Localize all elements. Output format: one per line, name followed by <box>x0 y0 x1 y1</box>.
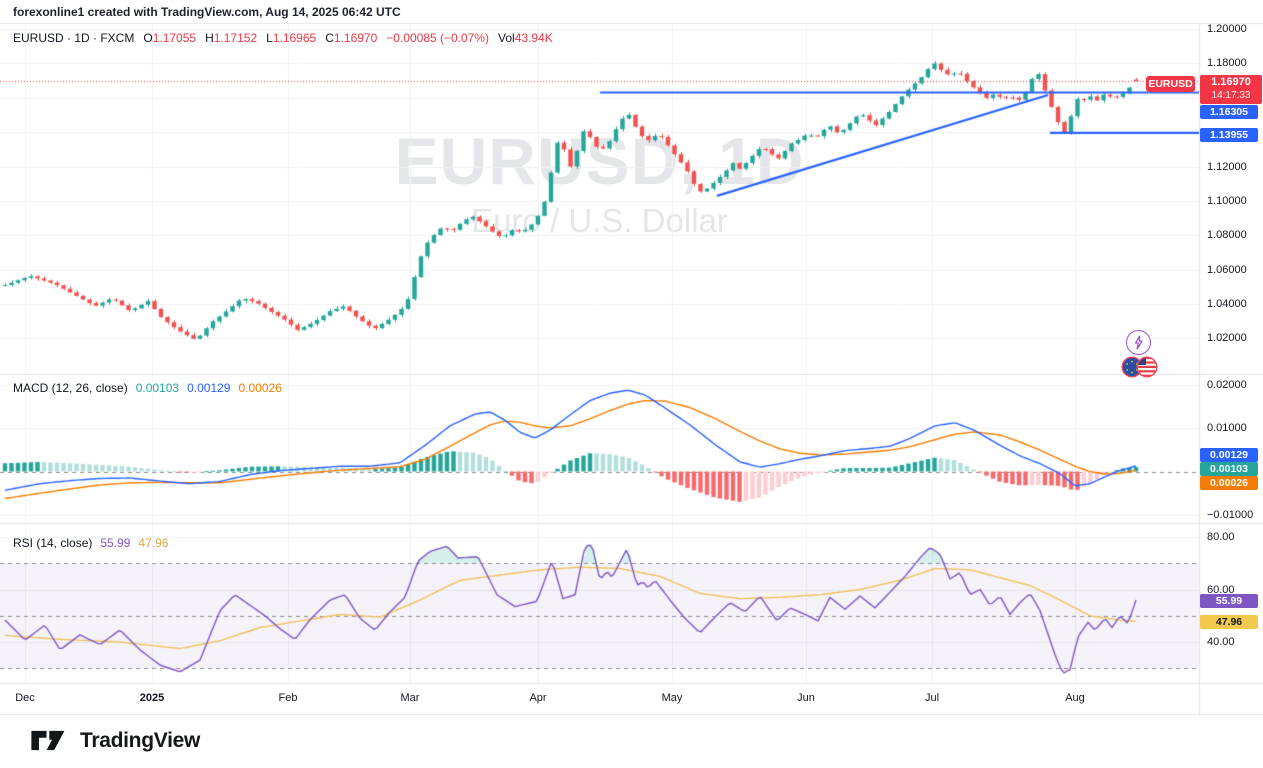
tradingview-glyph-icon <box>31 730 65 751</box>
axis-tick-label: 1.18000 <box>1207 57 1247 70</box>
time-tick-label: 2025 <box>139 692 165 704</box>
symbol-info-bar: EURUSD · 1D · FXCM O1.17055 H1.17152 L1.… <box>13 31 553 45</box>
axis-tick-label: 0.02000 <box>1207 378 1247 391</box>
rsi-ma-badge: 47.96 <box>1200 615 1258 629</box>
time-tick-label: Feb <box>278 692 298 704</box>
rsi-value-badge: 55.99 <box>1200 594 1258 608</box>
axis-tick-label: 1.10000 <box>1207 194 1247 207</box>
macd-hist-badge: 0.00103 <box>1200 462 1258 476</box>
rsi-title: RSI (14, close) <box>13 536 93 550</box>
axis-tick-label: 1.08000 <box>1207 229 1247 242</box>
credit-line: forexonline1 created with TradingView.co… <box>13 5 401 19</box>
time-tick-label: Jul <box>924 692 940 704</box>
resistance-level-badge: 1.16305 <box>1200 105 1258 119</box>
bar-countdown: 14:17:33 <box>1211 90 1251 101</box>
macd-legend[interactable]: MACD (12, 26, close) 0.00103 0.00129 0.0… <box>13 381 282 395</box>
chart-event-icons <box>1118 328 1164 380</box>
macd-line-value: 0.00129 <box>187 381 231 395</box>
rsi-value: 55.99 <box>100 536 131 550</box>
axis-tick-label: 1.06000 <box>1207 263 1247 276</box>
ohlc-low: L1.16965 <box>266 31 317 45</box>
last-price-badge: 1.16970 14:17:33 <box>1200 75 1262 104</box>
axis-tick-label: −0.01000 <box>1207 509 1254 521</box>
time-tick-label: Apr <box>529 692 547 704</box>
last-price-value: 1.16970 <box>1211 76 1251 88</box>
axis-tick-label: 1.04000 <box>1207 298 1247 311</box>
time-tick-label: Jun <box>797 692 815 704</box>
macd-title: MACD (12, 26, close) <box>13 381 128 395</box>
axis-tick-label: 1.12000 <box>1207 160 1247 173</box>
axis-tick-label: 80.00 <box>1207 531 1235 543</box>
macd-signal-badge: 0.00026 <box>1200 476 1258 490</box>
tradingview-logo-text: TradingView <box>80 728 201 752</box>
time-tick-label: Aug <box>1065 692 1085 704</box>
rsi-ma-value: 47.96 <box>138 536 169 550</box>
symbol-price-flag: EURUSD <box>1146 76 1195 92</box>
lightning-icon[interactable] <box>1126 330 1151 355</box>
eu-us-flags-icon[interactable] <box>1118 354 1164 380</box>
macd-line-badge: 0.00129 <box>1200 448 1258 462</box>
rsi-legend[interactable]: RSI (14, close) 55.99 47.96 <box>13 536 168 550</box>
ohlc-close: C1.16970 <box>325 31 378 45</box>
support-level-badge: 1.13955 <box>1200 128 1258 142</box>
time-tick-label: Dec <box>15 692 35 704</box>
macd-hist-value: 0.00103 <box>135 381 180 395</box>
ohlc-open: O1.17055 <box>143 31 197 45</box>
time-tick-label: May <box>661 692 683 704</box>
axis-tick-label: 0.01000 <box>1207 422 1247 434</box>
axis-tick-label: 1.20000 <box>1207 23 1247 35</box>
axis-tick-label: 1.02000 <box>1207 332 1247 345</box>
change-value: −0.00085 (−0.07%) <box>386 31 490 45</box>
macd-signal-value: 0.00026 <box>238 381 282 395</box>
tradingview-logo[interactable]: TradingView <box>30 727 200 754</box>
us-flag <box>1137 357 1157 377</box>
volume: Vol43.94K <box>498 31 553 45</box>
time-tick-label: Mar <box>400 692 420 704</box>
axis-tick-label: 60.00 <box>1207 583 1235 596</box>
symbol-title[interactable]: EURUSD · 1D · FXCM <box>13 31 135 45</box>
ohlc-high: H1.17152 <box>205 31 258 45</box>
axis-tick-label: 40.00 <box>1207 636 1235 648</box>
